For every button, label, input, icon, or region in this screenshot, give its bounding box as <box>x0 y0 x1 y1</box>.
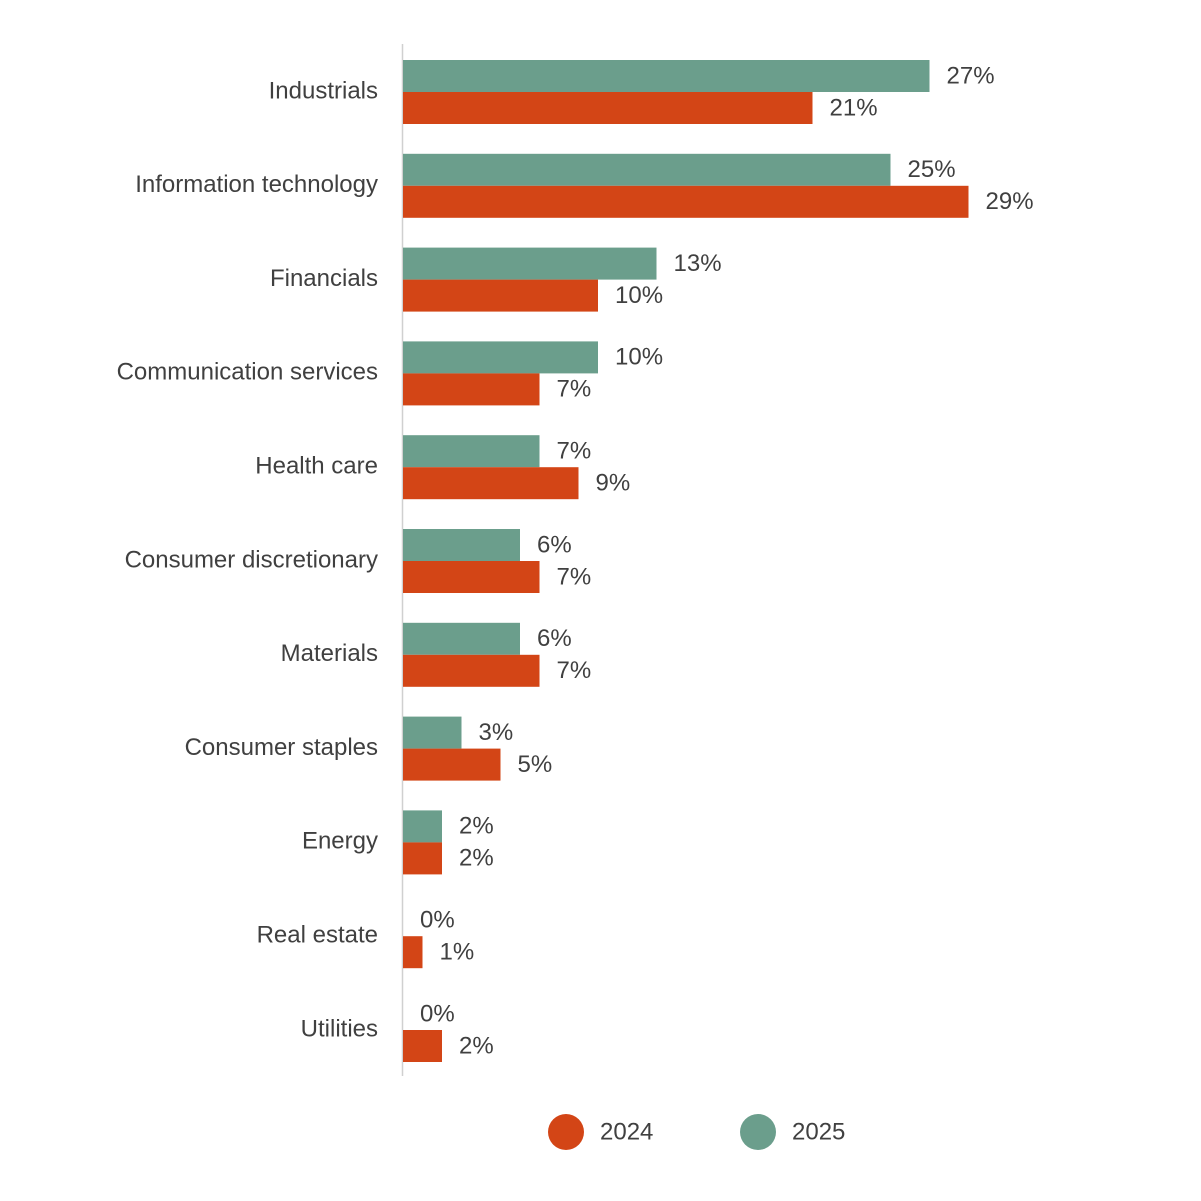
legend-label-2025: 2025 <box>792 1118 845 1145</box>
category-label-communication-services: Communication services <box>117 359 378 386</box>
value-label-2025-utilities: 0% <box>420 1000 455 1027</box>
value-label-2025-financials: 13% <box>674 250 722 277</box>
bar-2024-health-care <box>403 467 579 500</box>
value-label-2025-real-estate: 0% <box>420 907 455 934</box>
bar-2025-consumer-staples <box>403 716 462 749</box>
value-label-2025-health-care: 7% <box>557 438 592 465</box>
bar-2024-consumer-staples <box>403 748 501 781</box>
legend-label-2024: 2024 <box>600 1118 653 1145</box>
category-label-consumer-discretionary: Consumer discretionary <box>125 546 378 573</box>
value-label-2025-communication-services: 10% <box>615 344 663 371</box>
category-label-real-estate: Real estate <box>257 922 378 949</box>
bar-2025-information-technology <box>403 153 891 186</box>
bar-2024-information-technology <box>403 185 969 218</box>
value-label-2024-real-estate: 1% <box>440 939 475 966</box>
legend-marker-2024 <box>548 1114 584 1150</box>
category-label-information-technology: Information technology <box>135 171 378 198</box>
category-label-industrials: Industrials <box>269 77 378 104</box>
bars-layer: Industrials 27% 21% Information technology 2… <box>117 60 1034 1062</box>
value-label-2024-health-care: 9% <box>596 470 631 497</box>
bar-2025-financials <box>403 247 657 280</box>
value-label-2024-information-technology: 29% <box>986 188 1034 215</box>
category-label-energy: Energy <box>302 828 378 855</box>
value-label-2024-consumer-staples: 5% <box>518 751 553 778</box>
value-label-2024-consumer-discretionary: 7% <box>557 563 592 590</box>
bar-2024-utilities <box>403 1030 442 1062</box>
value-label-2025-energy: 2% <box>459 813 494 840</box>
bar-2024-real-estate <box>403 936 423 969</box>
bar-2025-health-care <box>403 435 540 468</box>
category-label-materials: Materials <box>281 640 378 667</box>
value-label-2025-consumer-staples: 3% <box>479 719 514 746</box>
category-label-health-care: Health care <box>255 453 378 480</box>
category-label-consumer-staples: Consumer staples <box>185 734 378 761</box>
value-label-2024-materials: 7% <box>557 657 592 684</box>
value-label-2024-financials: 10% <box>615 282 663 309</box>
bar-2024-industrials <box>403 92 813 124</box>
legend: 2024 2025 <box>548 1114 845 1150</box>
bar-2025-industrials <box>403 60 930 92</box>
value-label-2024-utilities: 2% <box>459 1032 494 1059</box>
value-label-2024-industrials: 21% <box>830 94 878 121</box>
bar-2024-financials <box>403 279 598 312</box>
value-label-2025-information-technology: 25% <box>908 156 956 183</box>
bar-2024-energy <box>403 842 442 875</box>
bar-2024-consumer-discretionary <box>403 561 540 593</box>
value-label-2025-consumer-discretionary: 6% <box>537 531 572 558</box>
bar-2024-communication-services <box>403 373 540 406</box>
category-label-utilities: Utilities <box>301 1015 378 1042</box>
bar-2025-communication-services <box>403 341 598 374</box>
value-label-2024-energy: 2% <box>459 845 494 872</box>
bar-2025-energy <box>403 810 442 843</box>
value-label-2025-materials: 6% <box>537 625 572 652</box>
bar-2024-materials <box>403 654 540 687</box>
bar-2025-materials <box>403 622 520 655</box>
bar-2025-consumer-discretionary <box>403 529 520 561</box>
value-label-2025-industrials: 27% <box>947 62 995 89</box>
legend-marker-2025 <box>740 1114 776 1150</box>
category-label-financials: Financials <box>270 265 378 292</box>
value-label-2024-communication-services: 7% <box>557 376 592 403</box>
